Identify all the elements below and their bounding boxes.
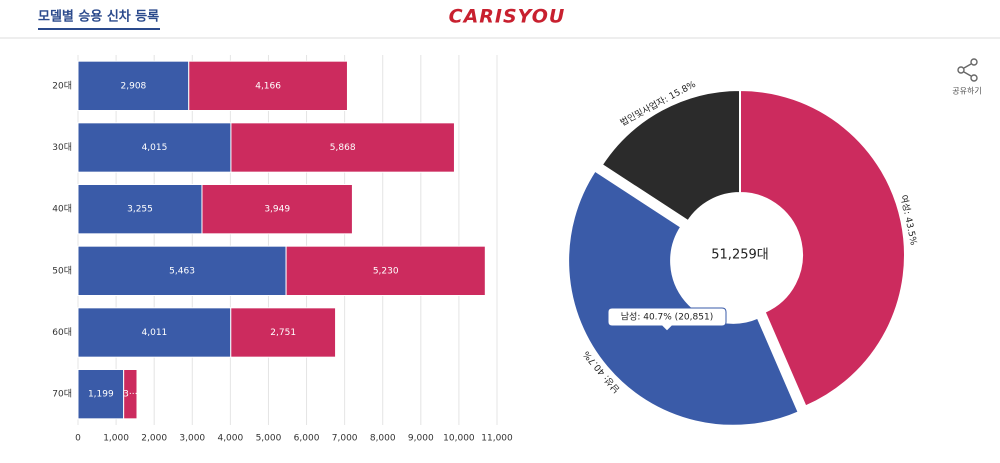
y-tick-label: 50대 xyxy=(52,265,72,276)
share-icon xyxy=(963,63,972,77)
share-icon xyxy=(970,58,978,66)
bar xyxy=(77,245,287,297)
bar-value-label: 4,011 xyxy=(142,328,168,338)
x-tick-label: 11,000 xyxy=(481,434,513,444)
tooltip-text: 남성: 40.7% (20,851) xyxy=(621,312,713,323)
center-label: 51,259대 xyxy=(711,248,768,263)
tooltip-box xyxy=(607,307,727,332)
x-tick-label: 3,000 xyxy=(179,434,205,444)
x-tick-label: 0 xyxy=(75,434,81,444)
logo[interactable]: CARISYOU xyxy=(449,6,566,28)
x-tick-label: 9,000 xyxy=(408,434,434,444)
bar xyxy=(77,122,232,173)
bar xyxy=(77,307,232,358)
x-tick-label: 8,000 xyxy=(370,434,396,444)
bar xyxy=(285,245,486,297)
bar-value-label: 5,463 xyxy=(169,266,195,276)
bar-value-label: 4,166 xyxy=(255,81,281,91)
x-tick-label: 7,000 xyxy=(332,434,358,444)
donut-hole xyxy=(678,193,802,317)
bar xyxy=(77,184,203,235)
share-icon xyxy=(957,66,965,74)
share-button[interactable]: 공유하기 xyxy=(952,58,982,96)
bar-value-label: 5,868 xyxy=(330,143,356,153)
tooltip: 남성: 40.7% (20,851) xyxy=(607,307,727,332)
bar-value-label: 3··· xyxy=(123,390,137,400)
bar-value-label: 1,199 xyxy=(88,390,114,400)
x-tick-label: 4,000 xyxy=(217,434,243,444)
bar-value-label: 4,015 xyxy=(142,143,168,153)
bar-value-label: 2,751 xyxy=(270,328,296,338)
y-tick-label: 60대 xyxy=(52,327,72,338)
x-tick-label: 1,000 xyxy=(103,434,129,444)
bar xyxy=(230,122,455,173)
bar xyxy=(201,184,353,235)
bar-value-label: 2,908 xyxy=(121,81,147,91)
x-tick-label: 5,000 xyxy=(256,434,282,444)
x-tick-label: 10,000 xyxy=(443,434,475,444)
x-tick-label: 2,000 xyxy=(141,434,167,444)
bar xyxy=(123,369,138,420)
y-tick-label: 20대 xyxy=(52,80,72,91)
share-label: 공유하기 xyxy=(952,86,981,96)
bar xyxy=(77,60,190,111)
y-tick-label: 40대 xyxy=(52,204,72,215)
bar-value-label: 5,230 xyxy=(373,266,399,276)
bar xyxy=(188,60,348,111)
x-tick-label: 6,000 xyxy=(294,434,320,444)
y-tick-label: 70대 xyxy=(52,389,72,400)
y-tick-label: 30대 xyxy=(52,142,72,153)
bar-value-label: 3,949 xyxy=(264,205,290,215)
bar-value-label: 3,255 xyxy=(127,205,153,215)
page-title: 모델별 승용 신차 등록 xyxy=(38,9,159,25)
bar xyxy=(230,307,337,358)
share-icon xyxy=(970,74,978,82)
